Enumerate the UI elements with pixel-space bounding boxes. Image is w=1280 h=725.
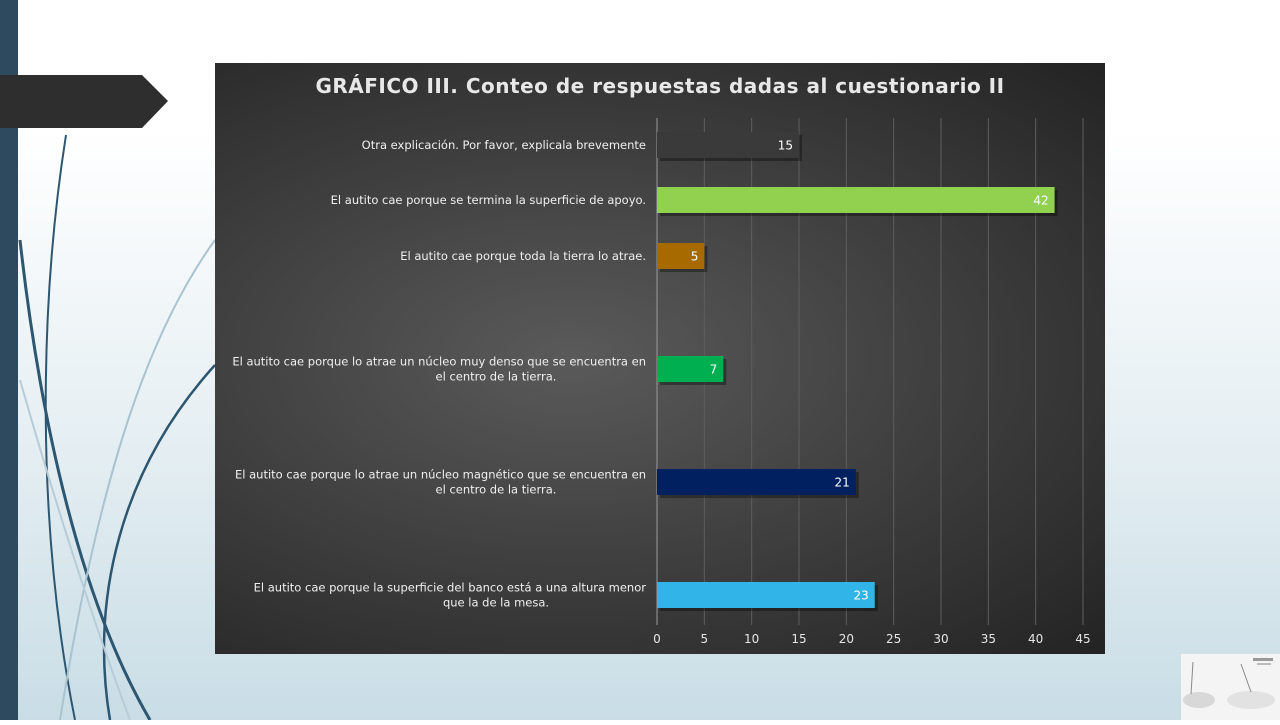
- category-label: El autito cae porque toda la tierra lo a…: [400, 249, 646, 263]
- category-label: Otra explicación. Por favor, explicala b…: [362, 138, 646, 152]
- left-accent-strip: [0, 0, 18, 720]
- bar: [657, 243, 705, 269]
- bar-chart: 0 5 10 15 20 25 30 35 40 45 15 Otra explicación. Po…: [232, 118, 1091, 646]
- chart-title: GRÁFICO III. Conteo de respuestas dadas …: [315, 74, 1005, 98]
- category-label: El autito cae porque la superficie del b…: [254, 581, 647, 595]
- category-label: el centro de la tierra.: [436, 370, 557, 384]
- category-label: El autito cae porque se termina la super…: [331, 193, 646, 207]
- bar: [657, 582, 875, 608]
- bar: [657, 187, 1055, 213]
- data-label: 7: [710, 363, 718, 377]
- bar: [657, 132, 799, 158]
- chart-panel: GRÁFICO III. Conteo de respuestas dadas …: [215, 63, 1105, 654]
- x-tick-label: 30: [933, 632, 948, 646]
- x-tick-label: 5: [701, 632, 709, 646]
- data-label: 21: [835, 476, 850, 490]
- arrow-tab-decoration: [0, 75, 168, 128]
- data-label: 15: [778, 139, 793, 153]
- x-tick-label: 15: [791, 632, 806, 646]
- x-tick-label: 35: [981, 632, 996, 646]
- x-tick-label: 40: [1028, 632, 1043, 646]
- bar: [657, 356, 724, 382]
- slide-thumbnail-image: [1181, 654, 1280, 720]
- category-label: El autito cae porque lo atrae un núcleo …: [232, 355, 646, 369]
- bar: [657, 469, 856, 495]
- category-label: El autito cae porque lo atrae un núcleo …: [235, 468, 646, 482]
- x-tick-label: 0: [653, 632, 661, 646]
- data-label: 5: [691, 250, 699, 264]
- x-tick-label: 10: [744, 632, 759, 646]
- x-tick-label: 20: [839, 632, 854, 646]
- decorative-curves: [18, 134, 216, 720]
- data-label: 42: [1033, 194, 1048, 208]
- x-tick-label: 45: [1075, 632, 1090, 646]
- x-tick-label: 25: [886, 632, 901, 646]
- data-label: 23: [853, 589, 868, 603]
- category-label: que la de la mesa.: [443, 596, 549, 610]
- category-label: el centro de la tierra.: [436, 483, 557, 497]
